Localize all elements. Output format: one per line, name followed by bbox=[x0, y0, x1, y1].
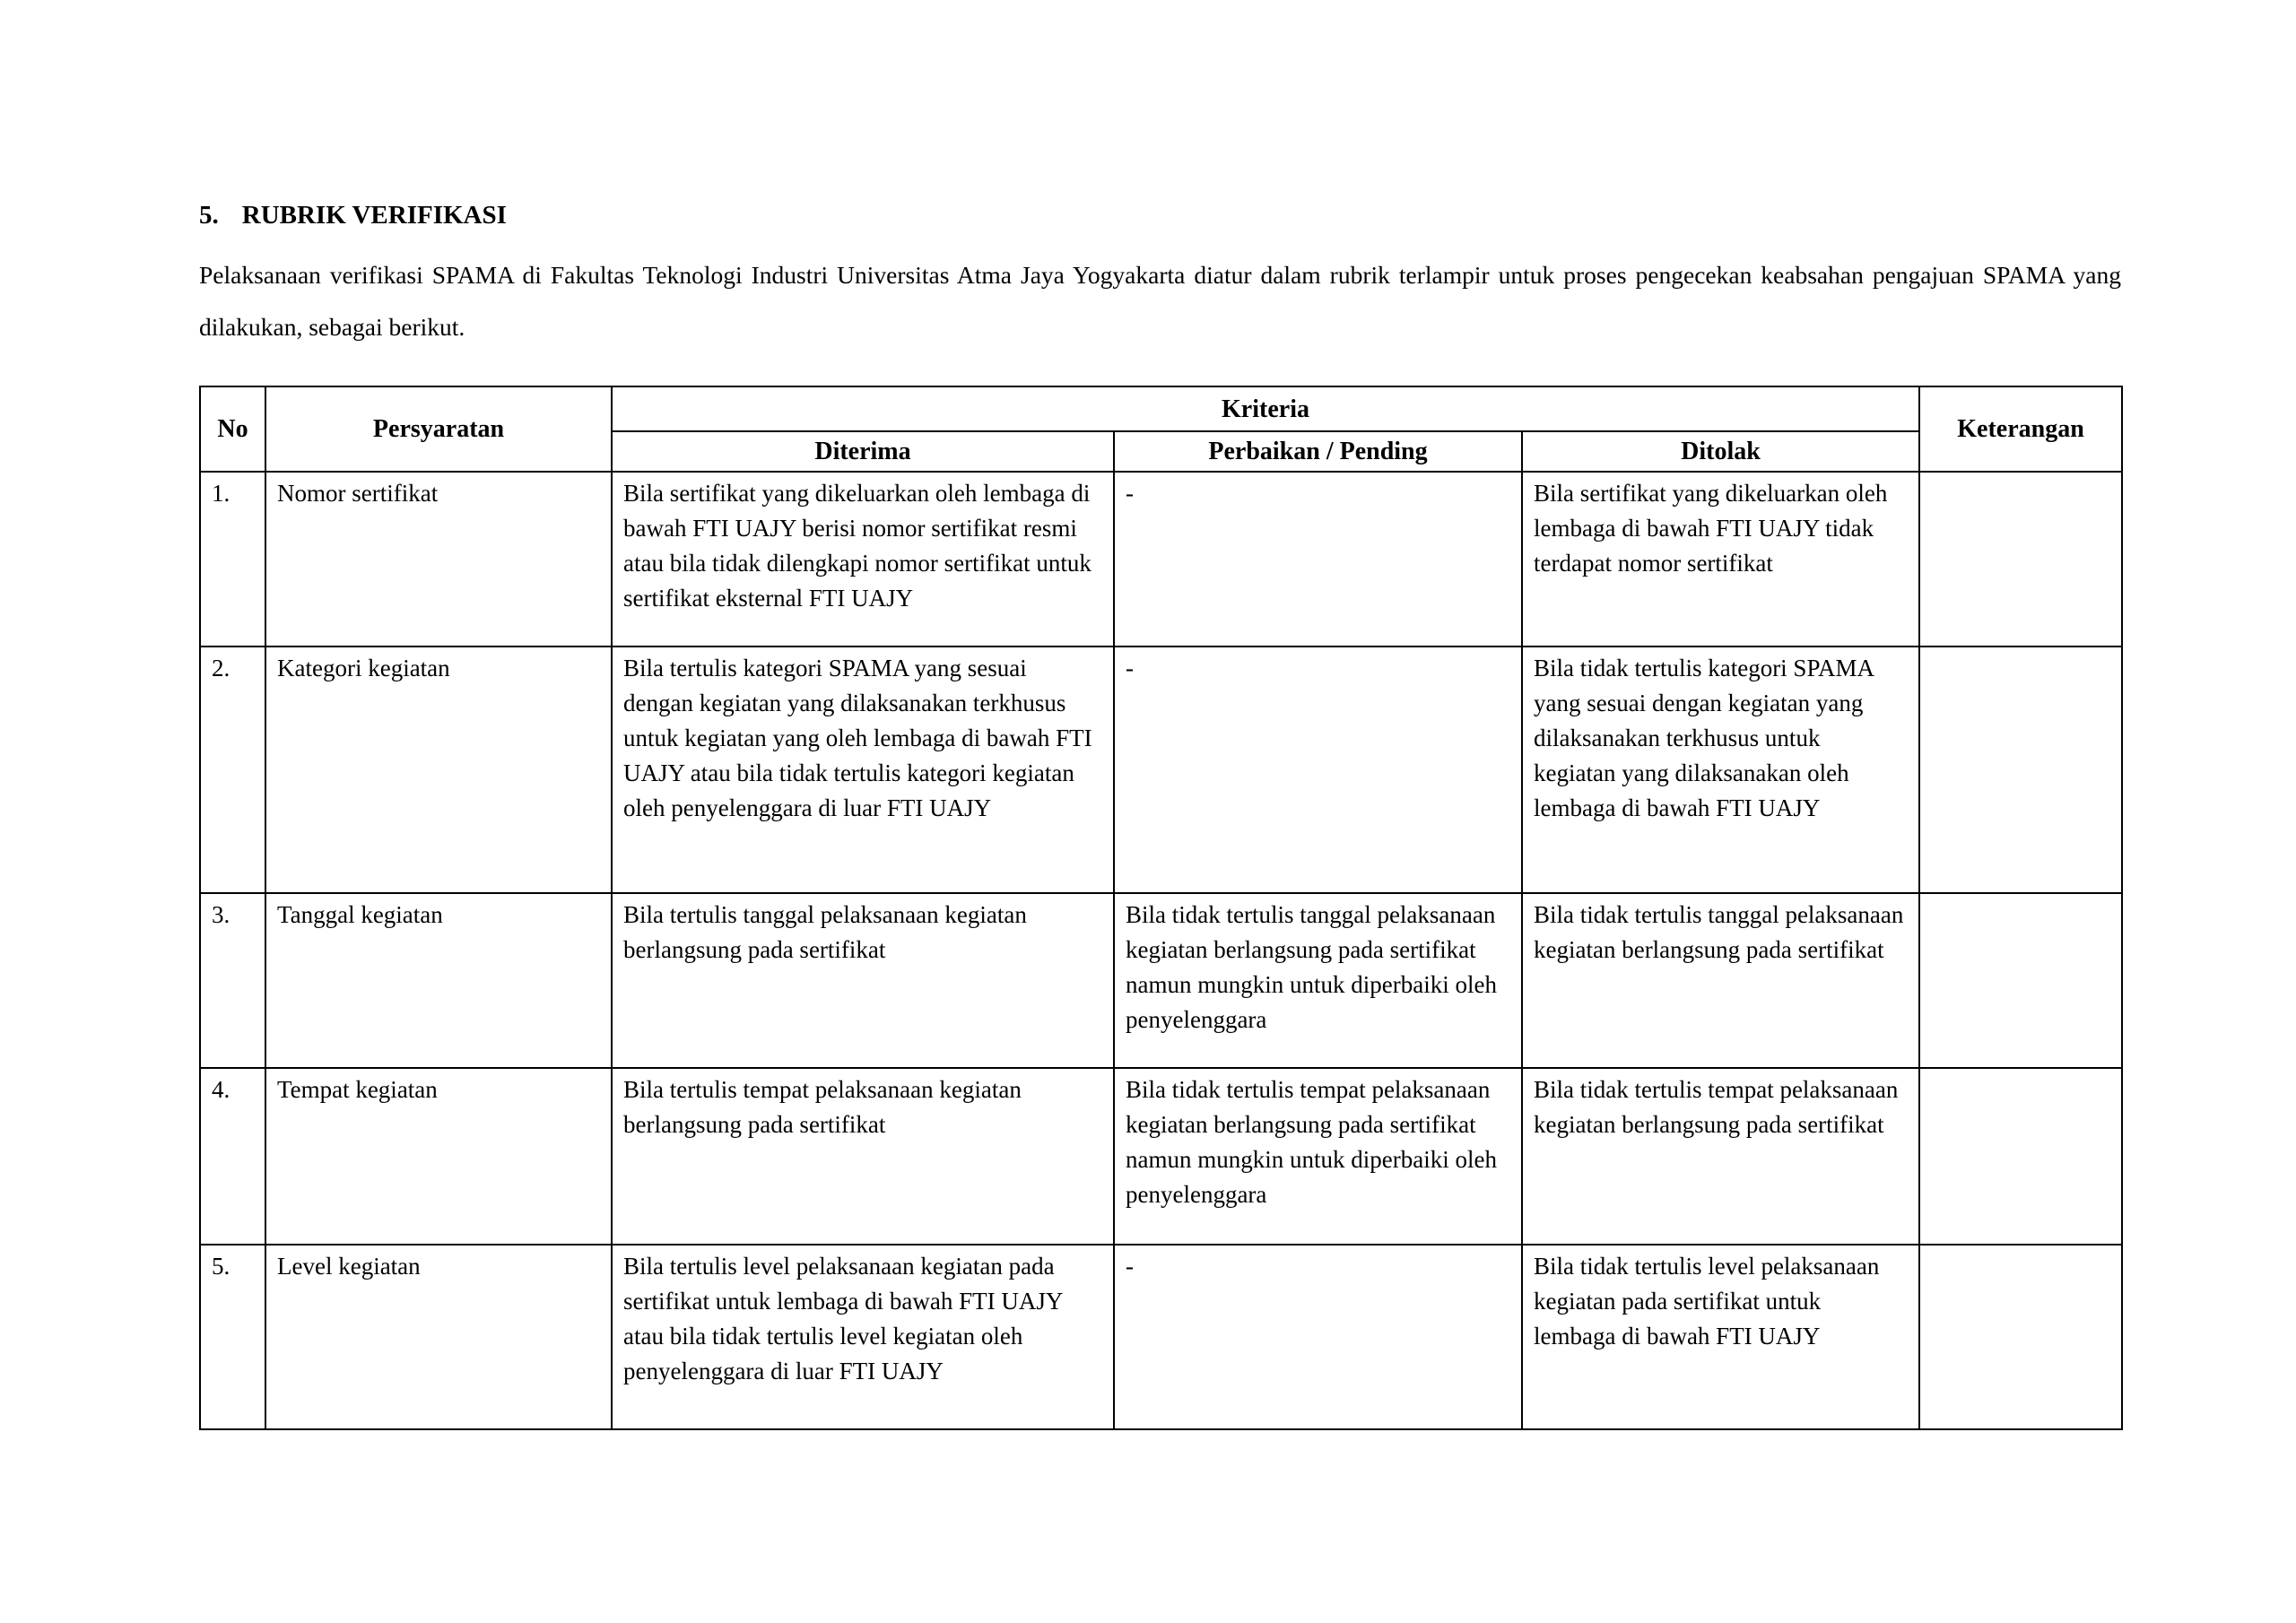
section-heading: 5. RUBRIK VERIFIKASI bbox=[199, 199, 2121, 231]
header-no: No bbox=[199, 386, 266, 473]
table-header-row-sub: Diterima Perbaikan / Pending Ditolak bbox=[200, 430, 2122, 473]
persyaratan-cell: Nomor sertifikat bbox=[265, 471, 613, 647]
keterangan-cell bbox=[1918, 471, 2124, 647]
diterima-cell: Bila sertifikat yang dikeluarkan oleh le… bbox=[611, 471, 1115, 647]
row-number: 4. bbox=[199, 1067, 266, 1245]
ditolak-cell: Bila tidak tertulis kategori SPAMA yang … bbox=[1520, 646, 1921, 894]
diterima-cell: Bila tertulis tanggal pelaksanaan kegiat… bbox=[611, 892, 1115, 1069]
keterangan-cell bbox=[1918, 646, 2124, 894]
row-number: 3. bbox=[199, 892, 266, 1069]
perbaikan-cell: - bbox=[1113, 471, 1523, 647]
perbaikan-cell: - bbox=[1113, 1244, 1523, 1430]
keterangan-cell bbox=[1918, 1244, 2124, 1430]
diterima-cell: Bila tertulis tempat pelaksanaan kegiata… bbox=[611, 1067, 1115, 1245]
header-diterima: Diterima bbox=[611, 430, 1115, 473]
ditolak-cell: Bila tidak tertulis level pelaksanaan ke… bbox=[1520, 1244, 1921, 1430]
perbaikan-cell: Bila tidak tertulis tempat pelaksanaan k… bbox=[1113, 1067, 1523, 1245]
persyaratan-cell: Tanggal kegiatan bbox=[265, 892, 613, 1069]
ditolak-cell: Bila tidak tertulis tempat pelaksanaan k… bbox=[1520, 1067, 1921, 1245]
keterangan-cell bbox=[1918, 892, 2124, 1069]
table-row: 2. Kategori kegiatan Bila tertulis kateg… bbox=[199, 646, 2124, 894]
header-perbaikan: Perbaikan / Pending bbox=[1113, 430, 1523, 473]
table-row: 4. Tempat kegiatan Bila tertulis tempat … bbox=[199, 1067, 2124, 1245]
section-title: RUBRIK VERIFIKASI bbox=[241, 201, 507, 230]
row-number: 2. bbox=[199, 646, 266, 894]
table-row: 1. Nomor sertifikat Bila sertifikat yang… bbox=[199, 471, 2124, 647]
header-kriteria: Kriteria bbox=[610, 386, 1921, 432]
row-number: 5. bbox=[199, 1244, 266, 1430]
table-row: 3. Tanggal kegiatan Bila tertulis tangga… bbox=[199, 892, 2124, 1069]
row-number: 1. bbox=[199, 471, 266, 647]
intro-paragraph: Pelaksanaan verifikasi SPAMA di Fakultas… bbox=[199, 261, 2121, 341]
diterima-cell: Bila tertulis kategori SPAMA yang sesuai… bbox=[611, 646, 1115, 894]
ditolak-cell: Bila tidak tertulis tanggal pelaksanaan … bbox=[1520, 892, 1921, 1069]
diterima-cell: Bila tertulis level pelaksanaan kegiatan… bbox=[611, 1244, 1115, 1430]
header-persyaratan: Persyaratan bbox=[265, 386, 613, 473]
table-row: 5. Level kegiatan Bila tertulis level pe… bbox=[199, 1244, 2124, 1430]
header-ditolak: Ditolak bbox=[1520, 430, 1921, 473]
section-number: 5. bbox=[199, 201, 219, 230]
perbaikan-cell: - bbox=[1113, 646, 1523, 894]
table-header-row-top: No Persyaratan Kriteria Keterangan bbox=[199, 386, 2124, 473]
ditolak-cell: Bila sertifikat yang dikeluarkan oleh le… bbox=[1520, 471, 1921, 647]
keterangan-cell bbox=[1918, 1067, 2124, 1245]
persyaratan-cell: Tempat kegiatan bbox=[265, 1067, 613, 1245]
perbaikan-cell: Bila tidak tertulis tanggal pelaksanaan … bbox=[1113, 892, 1523, 1069]
header-keterangan: Keterangan bbox=[1918, 386, 2124, 473]
verification-rubric-table: No Persyaratan Kriteria Keterangan Diter… bbox=[199, 386, 2124, 1430]
persyaratan-cell: Kategori kegiatan bbox=[265, 646, 613, 894]
persyaratan-cell: Level kegiatan bbox=[265, 1244, 613, 1430]
